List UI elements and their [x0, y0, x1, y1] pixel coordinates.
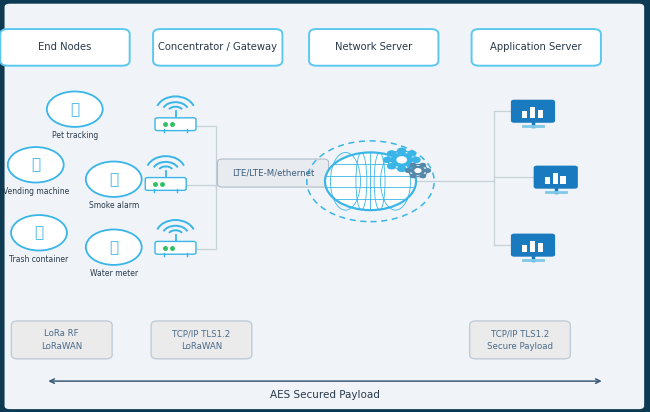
Bar: [530, 241, 535, 252]
Text: AES Secured Payload: AES Secured Payload: [270, 390, 380, 400]
Text: LoRa RF
LoRaWAN: LoRa RF LoRaWAN: [41, 329, 83, 351]
Bar: [538, 243, 543, 252]
Circle shape: [387, 151, 396, 156]
FancyBboxPatch shape: [534, 166, 578, 189]
Bar: [552, 173, 558, 184]
Text: 🖥: 🖥: [31, 157, 40, 172]
Circle shape: [391, 153, 412, 166]
Circle shape: [86, 162, 142, 197]
Text: Water meter: Water meter: [90, 269, 138, 278]
FancyBboxPatch shape: [155, 241, 196, 254]
Text: 💧: 💧: [109, 240, 118, 255]
Text: 🗑: 🗑: [34, 225, 44, 240]
FancyBboxPatch shape: [511, 100, 555, 123]
Circle shape: [384, 157, 391, 162]
Circle shape: [406, 169, 411, 172]
Text: TCP/IP TLS1.2
Secure Payload: TCP/IP TLS1.2 Secure Payload: [487, 329, 553, 351]
Circle shape: [415, 169, 421, 173]
FancyBboxPatch shape: [511, 234, 555, 257]
Text: Smoke alarm: Smoke alarm: [88, 201, 139, 210]
Circle shape: [398, 166, 406, 171]
FancyBboxPatch shape: [471, 29, 601, 66]
Text: End Nodes: End Nodes: [38, 42, 92, 52]
Circle shape: [420, 174, 426, 178]
Circle shape: [47, 91, 103, 127]
Text: TCP/IP TLS1.2
LoRaWAN: TCP/IP TLS1.2 LoRaWAN: [172, 329, 231, 351]
Circle shape: [411, 166, 424, 175]
FancyBboxPatch shape: [151, 321, 252, 359]
FancyBboxPatch shape: [5, 4, 644, 409]
Bar: [538, 110, 543, 118]
Circle shape: [410, 164, 416, 167]
Text: 🐕: 🐕: [70, 102, 79, 117]
Text: Vending machine: Vending machine: [3, 187, 69, 196]
Bar: [545, 177, 550, 184]
FancyBboxPatch shape: [153, 29, 282, 66]
Circle shape: [11, 215, 67, 250]
FancyBboxPatch shape: [155, 118, 196, 131]
Text: Concentrator / Gateway: Concentrator / Gateway: [158, 42, 278, 52]
Text: Network Server: Network Server: [335, 42, 412, 52]
FancyBboxPatch shape: [469, 321, 571, 359]
Text: Trash container: Trash container: [9, 255, 69, 264]
Circle shape: [8, 147, 64, 183]
Bar: [522, 111, 527, 118]
Circle shape: [410, 174, 416, 178]
Bar: [560, 176, 566, 184]
Bar: [530, 107, 535, 118]
Text: LTE/LTE-M/ethernet: LTE/LTE-M/ethernet: [232, 169, 314, 178]
Bar: [522, 245, 527, 252]
Circle shape: [412, 157, 420, 162]
FancyBboxPatch shape: [146, 178, 186, 190]
Circle shape: [86, 229, 142, 265]
Text: 🔥: 🔥: [109, 172, 118, 187]
Circle shape: [325, 152, 416, 210]
Circle shape: [397, 157, 406, 163]
Circle shape: [408, 164, 416, 169]
Circle shape: [420, 164, 426, 167]
Circle shape: [387, 164, 396, 169]
Circle shape: [398, 148, 406, 153]
Text: Pet tracking: Pet tracking: [51, 131, 98, 140]
Circle shape: [425, 169, 430, 172]
FancyBboxPatch shape: [1, 29, 129, 66]
FancyBboxPatch shape: [11, 321, 112, 359]
Text: Application Server: Application Server: [491, 42, 582, 52]
Circle shape: [408, 151, 416, 156]
FancyBboxPatch shape: [217, 159, 328, 187]
FancyBboxPatch shape: [309, 29, 438, 66]
